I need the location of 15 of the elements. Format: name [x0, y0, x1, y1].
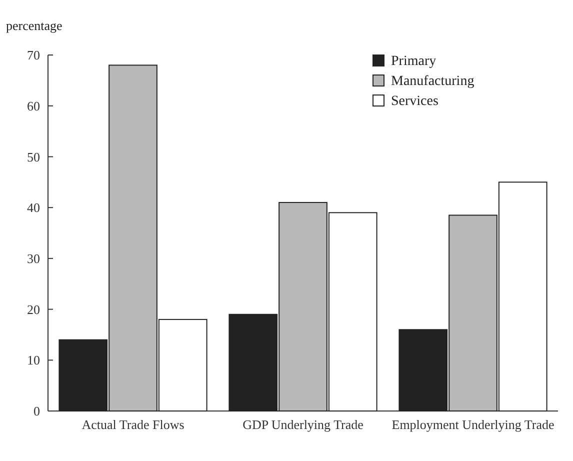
y-tick-label: 60 — [27, 98, 40, 114]
y-tick-label: 10 — [27, 352, 40, 368]
y-axis-title: percentage — [6, 18, 63, 33]
legend-label: Services — [391, 94, 438, 109]
y-tick-label: 50 — [27, 149, 40, 164]
x-tick-label: GDP Underlying Trade — [242, 417, 364, 432]
x-tick-label: Employment Underlying Trade — [392, 417, 554, 432]
y-tick-label: 40 — [27, 200, 40, 216]
y-tick-label: 20 — [27, 302, 40, 317]
x-tick-label: Actual Trade Flows — [82, 417, 184, 432]
y-tick-label: 30 — [27, 250, 40, 266]
legend-label: Manufacturing — [391, 74, 474, 89]
y-tick-label: 70 — [27, 48, 40, 63]
y-tick-label: 0 — [34, 404, 40, 419]
legend-label: Primary — [391, 54, 436, 69]
